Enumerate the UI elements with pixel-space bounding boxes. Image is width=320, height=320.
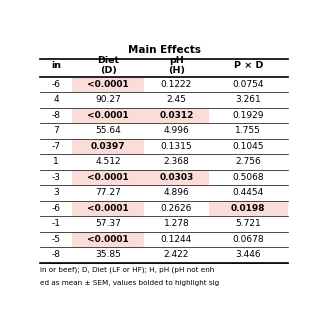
Text: 0.2626: 0.2626: [161, 204, 192, 213]
Text: 57.37: 57.37: [95, 220, 121, 228]
Text: -3: -3: [52, 173, 60, 182]
Text: <0.0001: <0.0001: [87, 80, 129, 89]
Text: <0.0001: <0.0001: [87, 173, 129, 182]
Text: 0.1315: 0.1315: [161, 142, 192, 151]
Text: 0.0678: 0.0678: [233, 235, 264, 244]
Text: 0.0312: 0.0312: [159, 111, 194, 120]
Text: 55.64: 55.64: [95, 126, 121, 135]
Text: 0.0754: 0.0754: [233, 80, 264, 89]
Text: 0.4454: 0.4454: [233, 188, 264, 197]
Text: Main Effects: Main Effects: [127, 44, 201, 54]
Bar: [72, 108, 144, 123]
Text: 3: 3: [53, 188, 59, 197]
Text: 4.896: 4.896: [164, 188, 189, 197]
Text: -7: -7: [52, 142, 60, 151]
Bar: [144, 108, 209, 123]
Text: 2.45: 2.45: [166, 95, 186, 104]
Text: 0.5068: 0.5068: [233, 173, 264, 182]
Text: ed as mean ± SEM, values bolded to highlight sig: ed as mean ± SEM, values bolded to highl…: [40, 280, 219, 286]
Text: 0.0198: 0.0198: [231, 204, 266, 213]
Text: 0.1929: 0.1929: [233, 111, 264, 120]
Text: -6: -6: [52, 204, 60, 213]
Text: -1: -1: [52, 220, 60, 228]
Text: <0.0001: <0.0001: [87, 235, 129, 244]
Text: in: in: [51, 61, 61, 70]
Text: 4: 4: [53, 95, 59, 104]
Bar: [209, 201, 288, 216]
Text: 35.85: 35.85: [95, 250, 121, 260]
Text: 4.512: 4.512: [95, 157, 121, 166]
Bar: [72, 201, 144, 216]
Text: 1: 1: [53, 157, 59, 166]
Text: 0.1045: 0.1045: [233, 142, 264, 151]
Text: 5.721: 5.721: [236, 220, 261, 228]
Text: in or beef); D, Diet (LF or HF); H, pH (pH not enh: in or beef); D, Diet (LF or HF); H, pH (…: [40, 266, 214, 273]
Text: 77.27: 77.27: [95, 188, 121, 197]
Text: 0.0303: 0.0303: [159, 173, 194, 182]
Text: pH
(H): pH (H): [168, 56, 185, 75]
Text: 0.1244: 0.1244: [161, 235, 192, 244]
Text: 2.368: 2.368: [164, 157, 189, 166]
Text: 0.1222: 0.1222: [161, 80, 192, 89]
Bar: [72, 139, 144, 154]
Text: 1.755: 1.755: [236, 126, 261, 135]
Text: 7: 7: [53, 126, 59, 135]
Bar: [72, 170, 144, 185]
Bar: [72, 76, 144, 92]
Text: <0.0001: <0.0001: [87, 111, 129, 120]
Text: 2.756: 2.756: [236, 157, 261, 166]
Text: 4.996: 4.996: [164, 126, 189, 135]
Bar: [72, 232, 144, 247]
Text: 3.261: 3.261: [236, 95, 261, 104]
Text: 90.27: 90.27: [95, 95, 121, 104]
Text: 1.278: 1.278: [164, 220, 189, 228]
Text: <0.0001: <0.0001: [87, 204, 129, 213]
Text: -6: -6: [52, 80, 60, 89]
Text: 0.0397: 0.0397: [91, 142, 125, 151]
Text: -8: -8: [52, 250, 60, 260]
Text: 3.446: 3.446: [236, 250, 261, 260]
Bar: [144, 170, 209, 185]
Text: -5: -5: [52, 235, 60, 244]
Text: -8: -8: [52, 111, 60, 120]
Text: 2.422: 2.422: [164, 250, 189, 260]
Text: P × D: P × D: [234, 61, 263, 70]
Text: Diet
(D): Diet (D): [97, 56, 119, 75]
